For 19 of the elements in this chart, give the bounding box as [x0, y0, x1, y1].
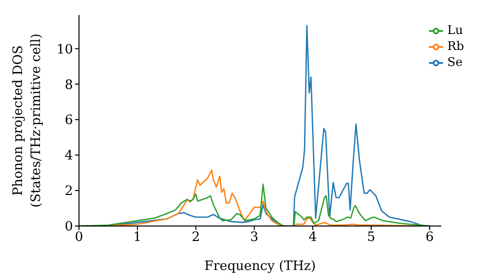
- y-tick-label: 6: [64, 113, 73, 128]
- y-tick-label: 4: [64, 148, 73, 164]
- y-tick-label: 8: [64, 78, 73, 93]
- x-tick-label: 0: [74, 230, 84, 246]
- y-tick-label: 2: [64, 184, 73, 200]
- x-tick-label: 1: [133, 230, 142, 246]
- x-tick-label: 4: [308, 230, 317, 246]
- x-tick-label: 6: [425, 230, 434, 246]
- x-tick-label: 2: [192, 230, 200, 246]
- y-axis-title: Phonon projected DOS (States/THz·primitive cell): [11, 33, 44, 208]
- legend-label: Rb: [447, 39, 464, 53]
- x-tick-label: 5: [367, 230, 376, 246]
- y-tick-label: 10: [56, 42, 73, 58]
- legend-label: Lu: [447, 23, 463, 37]
- x-tick-label: 3: [250, 230, 258, 246]
- legend-label: Se: [447, 55, 463, 69]
- y-tick-label: 0: [64, 220, 73, 235]
- line-series: [79, 184, 430, 226]
- x-axis-title: Frequency (THz): [204, 259, 316, 274]
